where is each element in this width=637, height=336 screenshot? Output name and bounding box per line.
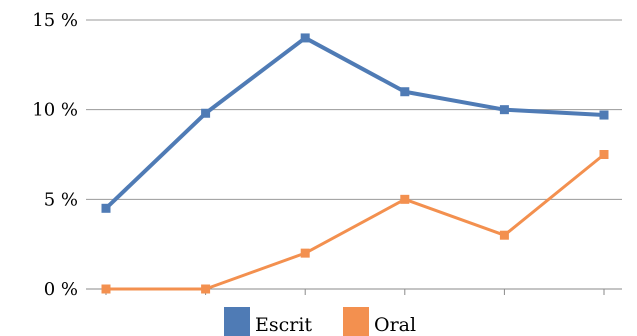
data-point-oral: [300, 248, 310, 258]
legend-label-escrit: Escrit: [255, 314, 312, 336]
legend: Escrit Oral: [224, 307, 416, 336]
legend-swatch-oral: [343, 307, 369, 336]
data-point-escrit: [101, 203, 111, 213]
data-point-oral: [201, 284, 211, 294]
y-axis-tick-labels: 0 % 5 % 10 % 15 %: [32, 10, 78, 300]
series-line-escrit: [104, 35, 605, 210]
y-tick-label: 0 %: [44, 279, 78, 300]
legend-swatch-escrit: [224, 307, 250, 336]
y-tick-label: 5 %: [44, 189, 78, 210]
data-point-oral: [499, 230, 509, 240]
series-line-oral: [106, 153, 605, 291]
data-point-oral: [599, 150, 609, 159]
data-point-escrit: [400, 87, 410, 97]
y-tick-label: 15 %: [32, 10, 78, 31]
series-lines: [101, 33, 609, 294]
data-point-oral: [400, 194, 410, 204]
legend-label-oral: Oral: [374, 314, 416, 336]
data-point-escrit: [599, 110, 609, 120]
data-point-escrit: [499, 105, 509, 115]
y-tick-label: 10 %: [32, 100, 78, 121]
data-point-escrit: [300, 33, 310, 43]
data-point-oral: [101, 284, 111, 294]
gridlines: [86, 19, 622, 200]
data-point-escrit: [201, 108, 211, 118]
